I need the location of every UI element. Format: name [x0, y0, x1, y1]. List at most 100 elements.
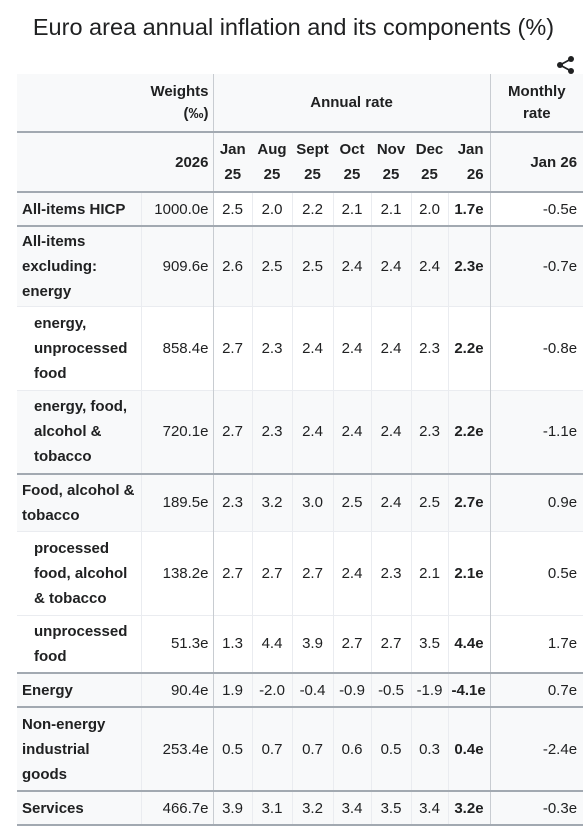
annual-rate-header: Annual rate	[212, 74, 491, 133]
value-cell: 3.5	[370, 790, 411, 826]
row-label: unprocessed food	[17, 614, 142, 673]
value-cell: 3.4	[410, 790, 448, 826]
value-cell: 2.3	[370, 530, 411, 615]
value-cell: -2.0	[251, 672, 292, 707]
table-row: processed food, alcohol & tobacco 138.2e…	[17, 530, 584, 615]
monthly-cell: 0.7e	[489, 672, 584, 707]
row-label: Energy	[17, 672, 142, 707]
weight-cell: 90.4e	[141, 672, 213, 707]
latest-value-cell: 2.7e	[447, 473, 491, 531]
value-cell: 2.3	[212, 473, 252, 531]
monthly-cell: -1.1e	[489, 389, 584, 474]
weight-cell: 720.1e	[141, 389, 213, 474]
value-cell: 2.2	[291, 191, 333, 226]
weight-cell: 909.6e	[141, 225, 213, 306]
value-cell: 0.7	[251, 706, 292, 791]
row-label: energy, food, alcohol & tobacco	[17, 389, 142, 474]
value-cell: 2.6	[212, 225, 252, 306]
latest-value-cell: 1.7e	[447, 191, 491, 226]
value-cell: 3.4	[332, 790, 371, 826]
value-cell: 2.5	[410, 473, 448, 531]
row-label: energy, unprocessed food	[17, 305, 142, 390]
value-cell: 2.0	[410, 191, 448, 226]
value-cell: 0.5	[212, 706, 252, 791]
weights-header: Weights (‰)	[141, 74, 213, 133]
value-cell: -0.4	[291, 672, 333, 707]
latest-value-cell: 4.4e	[447, 614, 491, 673]
latest-value-cell: 0.4e	[447, 706, 491, 791]
value-cell: 3.9	[212, 790, 252, 826]
weight-cell: 858.4e	[141, 305, 213, 390]
value-cell: 2.7	[251, 530, 292, 615]
latest-value-cell: -4.1e	[447, 672, 491, 707]
share-icon[interactable]	[556, 55, 576, 75]
row-label: All-items HICP	[17, 191, 142, 226]
value-cell: 2.4	[332, 389, 371, 474]
month-header: Nov 25	[371, 132, 411, 193]
page-title: Euro area annual inflation and its compo…	[32, 14, 555, 40]
month-header: Dec 25	[411, 132, 448, 193]
monthly-cell: -0.8e	[489, 305, 584, 390]
table-row: unprocessed food 51.3e 1.3 4.4 3.9 2.7 2…	[17, 614, 584, 673]
value-cell: 0.3	[410, 706, 448, 791]
value-cell: 4.4	[251, 614, 292, 673]
weights-year-header: 2026	[141, 132, 213, 193]
value-cell: 2.4	[332, 305, 371, 390]
row-label: Non-energy industrial goods	[17, 706, 142, 791]
latest-value-cell: 3.2e	[447, 790, 491, 826]
value-cell: 2.1	[410, 530, 448, 615]
value-cell: 2.4	[410, 225, 448, 306]
value-cell: 2.7	[370, 614, 411, 673]
value-cell: 2.5	[212, 191, 252, 226]
value-cell: 1.3	[212, 614, 252, 673]
value-cell: 3.9	[291, 614, 333, 673]
table-row: All-items excluding: energy 909.6e 2.6 2…	[17, 225, 584, 306]
value-cell: 2.0	[251, 191, 292, 226]
value-cell: 2.7	[212, 389, 252, 474]
value-cell: 3.1	[251, 790, 292, 826]
monthly-cell: 0.9e	[489, 473, 584, 531]
value-cell: -1.9	[410, 672, 448, 707]
monthly-month-header: Jan 26	[489, 132, 584, 193]
header-row-1: Weights (‰) Annual rate Monthly rate	[17, 74, 584, 133]
value-cell: 2.4	[332, 530, 371, 615]
row-label: Services	[17, 790, 142, 826]
monthly-rate-header: Monthly rate	[489, 74, 584, 133]
weight-cell: 138.2e	[141, 530, 213, 615]
monthly-cell: -0.7e	[489, 225, 584, 306]
value-cell: 2.4	[370, 225, 411, 306]
latest-value-cell: 2.3e	[447, 225, 491, 306]
month-header: Jan 26	[448, 132, 491, 193]
value-cell: 2.7	[291, 530, 333, 615]
table-row: All-items HICP 1000.0e 2.5 2.0 2.2 2.1 2…	[17, 191, 584, 226]
month-header: Sept 25	[292, 132, 333, 193]
value-cell: 2.7	[332, 614, 371, 673]
table-row: energy, food, alcohol & tobacco 720.1e 2…	[17, 389, 584, 474]
table-row: energy, unprocessed food 858.4e 2.7 2.3 …	[17, 305, 584, 390]
weight-cell: 1000.0e	[141, 191, 213, 226]
weight-cell: 51.3e	[141, 614, 213, 673]
latest-value-cell: 2.1e	[447, 530, 491, 615]
value-cell: -0.5	[370, 672, 411, 707]
value-cell: 3.5	[410, 614, 448, 673]
header-row-2: 2026 Jan 25 Aug 25 Sept 25 Oct 25 Nov 25…	[17, 132, 584, 193]
month-header: Oct 25	[333, 132, 371, 193]
weight-cell: 189.5e	[141, 473, 213, 531]
table-row: Food, alcohol & tobacco 189.5e 2.3 3.2 3…	[17, 473, 584, 531]
value-cell: 2.5	[251, 225, 292, 306]
value-cell: 2.3	[410, 305, 448, 390]
value-cell: 2.4	[291, 389, 333, 474]
value-cell: 2.5	[291, 225, 333, 306]
monthly-cell: -0.3e	[489, 790, 584, 826]
row-label: processed food, alcohol & tobacco	[17, 530, 142, 615]
value-cell: 2.5	[332, 473, 371, 531]
value-cell: 0.5	[370, 706, 411, 791]
inflation-table: Weights (‰) Annual rate Monthly rate 202…	[17, 74, 584, 826]
value-cell: 2.4	[370, 305, 411, 390]
value-cell: 3.2	[251, 473, 292, 531]
value-cell: 2.3	[251, 389, 292, 474]
table-row: Non-energy industrial goods 253.4e 0.5 0…	[17, 706, 584, 791]
table-row: Energy 90.4e 1.9 -2.0 -0.4 -0.9 -0.5 -1.…	[17, 672, 584, 707]
row-label: Food, alcohol & tobacco	[17, 473, 142, 531]
value-cell: 2.3	[410, 389, 448, 474]
